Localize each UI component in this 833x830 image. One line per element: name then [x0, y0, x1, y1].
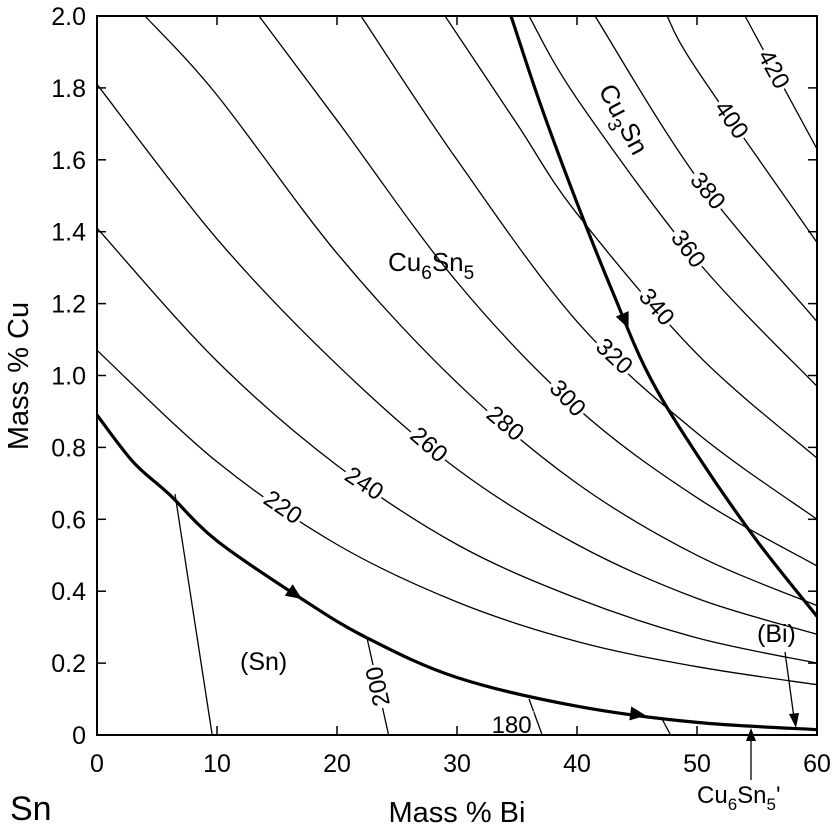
y-tick-label: 2.0: [51, 3, 86, 31]
tie-label-bg: [359, 662, 395, 712]
direction-arrow: [615, 311, 629, 329]
isotherm-280: [144, 15, 818, 607]
y-tick-label: 1.4: [51, 219, 86, 247]
x-tick-label: 10: [203, 750, 231, 778]
isotherm-label-bg: [480, 398, 532, 447]
isotherm-label-bg: [543, 372, 594, 423]
tie-line: [528, 698, 543, 736]
isotherm-320: [360, 15, 818, 520]
phase-label-cu6sn5: Cu6Sn5: [388, 247, 474, 284]
axis-ticks: [96, 15, 818, 736]
y-tick-label: 1.2: [51, 291, 86, 319]
isotherm-label-bg: [404, 419, 455, 469]
isotherm-label-360: 360: [665, 225, 711, 273]
y-tick-label: 1.8: [51, 75, 86, 103]
tie-lines: [174, 494, 672, 736]
isotherm-240: [96, 227, 818, 664]
isotherm-label-bg: [684, 164, 733, 216]
isotherm-label-bg: [590, 330, 640, 380]
isotherm-lines: [96, 15, 818, 686]
tie-label-200: 200: [361, 664, 396, 709]
y-tick-label: 0.6: [51, 506, 86, 534]
isotherm-label-260: 260: [405, 422, 453, 469]
isotherm-400: [666, 15, 818, 243]
y-tick-label: 0.2: [51, 650, 86, 678]
isotherm-label-300: 300: [544, 375, 591, 423]
isotherm-label-400: 400: [709, 96, 754, 144]
bi-label-pointer-arrowhead: [789, 713, 799, 728]
x-axis-title: Mass % Bi: [389, 797, 526, 829]
isotherm-label-220: 220: [259, 485, 307, 530]
y-tick-label: 0.8: [51, 434, 86, 462]
tie-label-bg: [489, 711, 534, 737]
phase-boundaries: [95, 15, 819, 732]
direction-arrow: [629, 706, 647, 721]
isotherm-label-bg: [339, 459, 391, 506]
x-tick-label: 0: [90, 750, 104, 778]
isotherm-label-bg: [752, 43, 797, 95]
x-tick-label: 20: [323, 750, 351, 778]
isotherm-220: [96, 349, 818, 686]
phase-boundary-sn_liquidus: [95, 414, 818, 732]
phase-label-bi-solid: (Bi): [757, 620, 796, 648]
direction-arrow: [284, 584, 302, 600]
y-tick-label: 1.0: [51, 363, 86, 391]
isotherm-340: [444, 15, 818, 459]
isotherm-label-bg: [258, 483, 310, 530]
isotherm-360: [528, 15, 818, 387]
x-tick-label: 50: [683, 750, 711, 778]
y-axis-title: Mass % Cu: [3, 302, 35, 450]
phase-label-cu6sn5-prime: Cu6Sn5': [697, 782, 781, 814]
x-tick-label: 30: [443, 750, 471, 778]
chart-text: 0 10 20 30 40 50 60 0 0.2 0.4 0.6 0.8 1.0 1.2 1.4 1.6 1.…: [51, 3, 831, 778]
x-tick-label: 60: [803, 750, 831, 778]
phase-label-cu3sn: Cu3Sn: [587, 79, 655, 163]
x-tick-label: 40: [563, 750, 591, 778]
bi-label-pointer: [784, 651, 795, 719]
isotherm-label-bg: [709, 93, 756, 145]
y-tick-label: 0.4: [51, 578, 86, 606]
tie-line: [174, 494, 213, 736]
isotherm-label-bg: [665, 222, 713, 274]
isotherm-label-380: 380: [684, 167, 730, 215]
isotherm-260: [96, 83, 818, 635]
isotherm-label-bg: [633, 281, 682, 332]
isotherm-label-240: 240: [340, 462, 388, 507]
y-tick-label: 0: [72, 722, 86, 750]
phase-boundary-cu3sn_cu6sn5: [509, 15, 819, 618]
isotherm-label-320: 320: [590, 333, 638, 380]
plot-area-frame: [96, 15, 818, 736]
corner-label-sn: Sn: [10, 790, 52, 828]
isotherm-300: [258, 15, 818, 567]
cu6sn5-prime-pointer-arrowhead: [746, 728, 756, 741]
y-tick-label: 1.6: [51, 147, 86, 175]
direction-arrows: [284, 311, 647, 721]
phase-label-sn-solid: (Sn): [240, 648, 287, 676]
